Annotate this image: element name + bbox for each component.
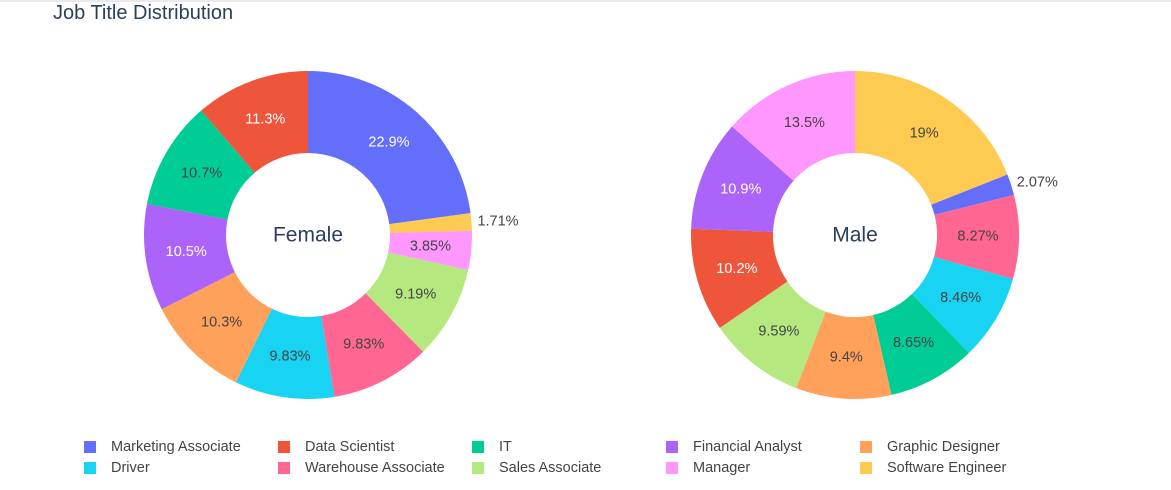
legend-item-manager[interactable]: Manager xyxy=(666,458,750,478)
legend-label: Graphic Designer xyxy=(887,439,1000,455)
slice-label-male-manager: 13.5% xyxy=(784,115,825,131)
legend-item-software-engineer[interactable]: Software Engineer xyxy=(860,458,1006,478)
legend-swatch xyxy=(666,462,678,474)
legend-item-sales-associate[interactable]: Sales Associate xyxy=(472,458,601,478)
slice-male-sales-associate[interactable] xyxy=(719,281,826,389)
top-border xyxy=(0,0,1171,2)
legend-item-marketing-associate[interactable]: Marketing Associate xyxy=(84,437,241,457)
slice-label-male-driver: 8.46% xyxy=(940,290,981,306)
slice-label-male-warehouse-associate: 8.27% xyxy=(957,229,998,245)
legend-swatch xyxy=(84,462,96,474)
legend-item-financial-analyst[interactable]: Financial Analyst xyxy=(666,437,802,457)
slice-female-financial-analyst[interactable] xyxy=(143,204,235,310)
slice-male-software-engineer[interactable] xyxy=(855,71,1008,205)
slice-label-female-warehouse-associate: 9.83% xyxy=(343,337,384,353)
slice-male-manager[interactable] xyxy=(732,71,855,181)
slice-male-it[interactable] xyxy=(873,294,969,395)
slice-label-male-marketing-associate: 2.07% xyxy=(1017,175,1058,191)
slice-label-male-sales-associate: 9.59% xyxy=(758,324,799,340)
legend-label: Data Scientist xyxy=(305,439,395,455)
slice-female-software-engineer[interactable] xyxy=(389,213,472,233)
slice-label-male-financial-analyst: 10.9% xyxy=(720,181,761,197)
slice-label-female-sales-associate: 9.19% xyxy=(395,286,436,302)
slice-female-warehouse-associate[interactable] xyxy=(321,293,424,397)
slice-female-driver[interactable] xyxy=(235,308,335,399)
legend-label: Sales Associate xyxy=(499,460,602,476)
legend: Marketing Associate Data Scientist IT Finan… xyxy=(84,437,1144,481)
legend-item-driver[interactable]: Driver xyxy=(84,458,150,478)
female-donut[interactable]: 22.9% 1.71% 3.85% 9.19% 9.83% 9.83% 10.3% 10.5%… xyxy=(143,71,519,399)
slice-label-female-software-engineer: 1.71% xyxy=(477,213,518,229)
slice-label-male-graphic-designer: 9.4% xyxy=(830,350,863,366)
legend-swatch xyxy=(278,462,290,474)
slice-label-male-software-engineer: 19% xyxy=(910,125,939,141)
legend-item-warehouse-associate[interactable]: Warehouse Associate xyxy=(278,458,445,478)
slice-label-female-it: 10.7% xyxy=(181,165,222,181)
donut-center-label-male: Male xyxy=(832,224,878,247)
legend-label: Driver xyxy=(111,460,150,476)
legend-swatch xyxy=(472,462,484,474)
slice-male-data-scientist[interactable] xyxy=(690,228,788,328)
legend-item-it[interactable]: IT xyxy=(472,437,512,457)
slice-label-female-graphic-designer: 10.3% xyxy=(201,315,242,331)
legend-swatch xyxy=(860,441,872,453)
legend-label: Financial Analyst xyxy=(693,439,802,455)
slice-female-manager[interactable] xyxy=(388,230,472,271)
male-donut[interactable]: 19% 2.07% 8.27% 8.46% 8.65% 9.4% 9.59% 10.2% 10.… xyxy=(690,71,1058,399)
slice-label-female-financial-analyst: 10.5% xyxy=(166,244,207,260)
slice-female-it[interactable] xyxy=(146,110,255,220)
slice-label-male-data-scientist: 10.2% xyxy=(716,261,757,277)
slice-label-male-it: 8.65% xyxy=(893,335,934,351)
slice-male-driver[interactable] xyxy=(911,257,1013,354)
slice-label-female-manager: 3.85% xyxy=(410,239,451,255)
legend-label: Warehouse Associate xyxy=(305,460,445,476)
slice-male-financial-analyst[interactable] xyxy=(691,126,794,232)
legend-swatch xyxy=(278,441,290,453)
legend-label: Manager xyxy=(693,460,751,476)
legend-swatch xyxy=(666,441,678,453)
donut-charts: 22.9% 1.71% 3.85% 9.19% 9.83% 9.83% 10.3% 10.5%… xyxy=(143,71,1058,399)
slice-female-data-scientist[interactable] xyxy=(201,71,308,173)
legend-swatch xyxy=(472,441,484,453)
slice-male-graphic-designer[interactable] xyxy=(796,311,892,399)
chart-title: Job Title Distribution xyxy=(53,2,234,24)
legend-label: Marketing Associate xyxy=(111,439,241,455)
legend-swatch xyxy=(84,441,96,453)
slice-male-warehouse-associate[interactable] xyxy=(933,194,1019,280)
slice-male-marketing-associate[interactable] xyxy=(931,174,1015,215)
legend-label: IT xyxy=(499,439,512,455)
donut-center-label-female: Female xyxy=(273,224,343,247)
slice-label-female-driver: 9.83% xyxy=(269,349,310,365)
slice-label-female-marketing-associate: 22.9% xyxy=(368,134,409,150)
slice-female-sales-associate[interactable] xyxy=(365,252,469,352)
slice-label-female-data-scientist: 11.3% xyxy=(245,112,285,128)
slice-female-graphic-designer[interactable] xyxy=(161,272,272,383)
slice-female-marketing-associate[interactable] xyxy=(308,71,471,225)
legend-item-data-scientist[interactable]: Data Scientist xyxy=(278,437,394,457)
legend-swatch xyxy=(860,462,872,474)
legend-item-graphic-designer[interactable]: Graphic Designer xyxy=(860,437,1000,457)
legend-label: Software Engineer xyxy=(887,460,1007,476)
